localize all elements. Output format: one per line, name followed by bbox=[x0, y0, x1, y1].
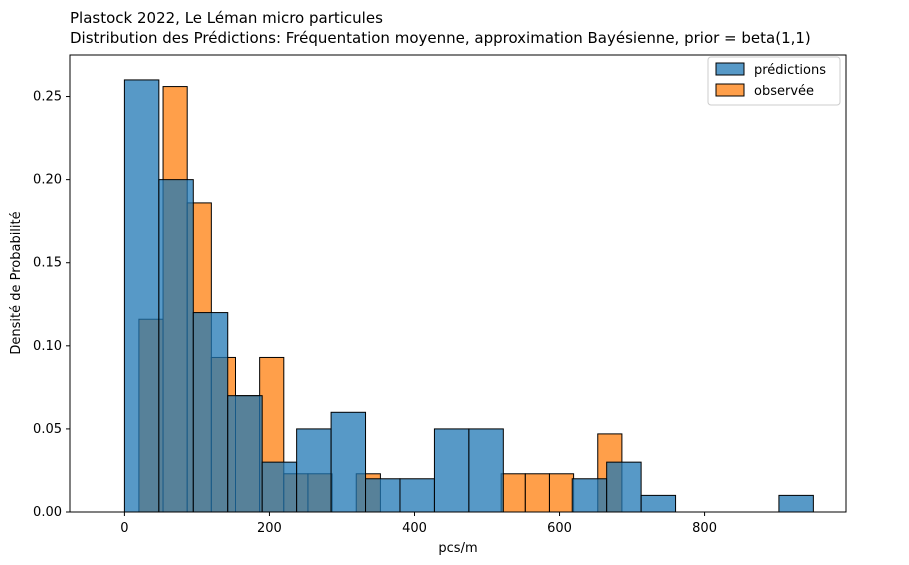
x-axis-ticks: 0 200 400 600 800 bbox=[120, 512, 717, 536]
y-tick-label-1: 0.05 bbox=[33, 422, 62, 437]
y-tick-label-5: 0.25 bbox=[33, 90, 62, 105]
y-axis-ticks: 0.00 0.05 0.10 0.15 0.20 0.25 bbox=[33, 90, 70, 520]
prediction-bar-4 bbox=[261, 461, 298, 513]
prediction-bar-0 bbox=[123, 79, 160, 513]
prediction-bar-10 bbox=[468, 428, 504, 513]
y-tick-label-2: 0.10 bbox=[33, 339, 62, 354]
legend-label-observed: observée bbox=[754, 84, 814, 99]
legend-label-predictions: prédictions bbox=[754, 63, 826, 78]
y-tick-label-0: 0.00 bbox=[33, 505, 62, 520]
plot-frame bbox=[69, 54, 847, 513]
observed-bar-16 bbox=[524, 473, 550, 513]
prediction-bar-6 bbox=[330, 411, 367, 513]
prediction-bar-3 bbox=[227, 395, 263, 513]
prediction-bar-13 bbox=[571, 478, 608, 513]
chart-subtitle: Distribution des Prédictions: Fréquentat… bbox=[70, 29, 811, 47]
x-tick-label-0: 0 bbox=[120, 521, 128, 536]
predicted-bars-group bbox=[123, 79, 814, 513]
legend-swatch-predictions bbox=[715, 62, 745, 76]
y-tick-label-4: 0.20 bbox=[33, 173, 62, 188]
legend-swatch-observed bbox=[715, 83, 745, 97]
x-tick-label-2: 400 bbox=[402, 521, 427, 536]
y-tick-label-3: 0.15 bbox=[33, 256, 62, 271]
prediction-bar-2 bbox=[192, 312, 229, 513]
x-axis-label: pcs/m bbox=[438, 541, 477, 556]
prediction-bar-14 bbox=[606, 461, 642, 513]
observed-bar-15 bbox=[500, 473, 526, 513]
prediction-bar-1 bbox=[158, 179, 194, 513]
prediction-bar-5 bbox=[296, 428, 332, 513]
prediction-bar-8 bbox=[399, 478, 435, 513]
x-tick-label-4: 800 bbox=[692, 521, 717, 536]
prediction-bar-15 bbox=[640, 494, 677, 513]
x-tick-label-1: 200 bbox=[257, 521, 282, 536]
observed-bar-17 bbox=[548, 473, 575, 513]
y-axis-label: Densité de Probabilité bbox=[9, 211, 24, 354]
prediction-bar-7 bbox=[365, 478, 401, 513]
x-tick-label-3: 600 bbox=[547, 521, 572, 536]
chart-title: Plastock 2022, Le Léman micro particules bbox=[70, 9, 383, 27]
prediction-bar-19 bbox=[778, 494, 814, 513]
legend: prédictions observée bbox=[707, 56, 841, 106]
prediction-bar-9 bbox=[433, 428, 470, 513]
